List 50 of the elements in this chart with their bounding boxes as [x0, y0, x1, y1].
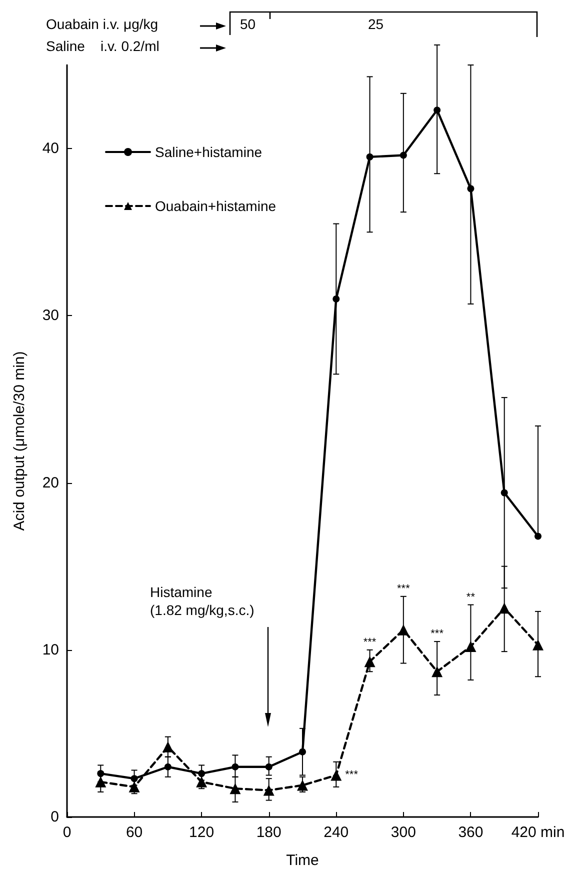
y-tick-label: 30: [42, 307, 59, 324]
y-tick-label: 40: [42, 140, 59, 158]
x-axis-title: Time: [286, 852, 319, 869]
text: 50: [240, 16, 256, 32]
annotation: ***: [345, 769, 359, 782]
point: [465, 641, 476, 652]
annotation: ***: [430, 628, 444, 640]
x-tick-label: 120: [189, 824, 214, 841]
point: [400, 152, 407, 159]
point: [232, 763, 239, 770]
point: [467, 185, 474, 192]
text: 25: [368, 16, 384, 32]
x-tick-label: 180: [256, 824, 282, 841]
legend-label: Saline+histamine: [155, 144, 262, 160]
annotation: **: [466, 591, 476, 604]
point: [532, 639, 544, 650]
point: [162, 741, 174, 752]
x-tick-label: 420 min: [511, 824, 565, 841]
point: [398, 624, 409, 636]
point: [332, 295, 340, 302]
y-tick-label: 10: [42, 641, 59, 658]
annotation: Histamine (1.82 mg/kg,s.c.): [150, 583, 254, 619]
point: [299, 748, 306, 756]
point: [364, 656, 376, 668]
point: [432, 666, 443, 678]
point: [297, 780, 308, 791]
x-tick-label: 240: [324, 824, 349, 841]
legend-label: Ouabain+histamine: [155, 198, 276, 214]
text: Ouabain i.v. μg/kg: [46, 16, 158, 32]
point: [265, 763, 272, 770]
y-tick-label: 20: [42, 474, 59, 492]
point: [230, 783, 241, 794]
x-tick-label: 300: [390, 824, 416, 841]
point: [330, 770, 342, 781]
text: Saline i.v. 0.2/ml: [46, 38, 160, 54]
point: [198, 770, 206, 778]
y-axis-title: Acid output (μmole/30 min): [11, 351, 28, 531]
point: [498, 602, 510, 614]
point: [366, 153, 374, 160]
annotation: ***: [397, 582, 411, 595]
point: [164, 763, 172, 770]
x-tick-label: 60: [126, 824, 143, 841]
point: [534, 532, 542, 540]
x-tick-label: 360: [458, 824, 484, 841]
point: [263, 784, 274, 796]
x-tick-label: 0: [62, 824, 72, 841]
point: [434, 106, 441, 114]
y-tick-label: 0: [50, 808, 59, 826]
point: [500, 489, 508, 496]
annotation: ***: [363, 636, 377, 648]
